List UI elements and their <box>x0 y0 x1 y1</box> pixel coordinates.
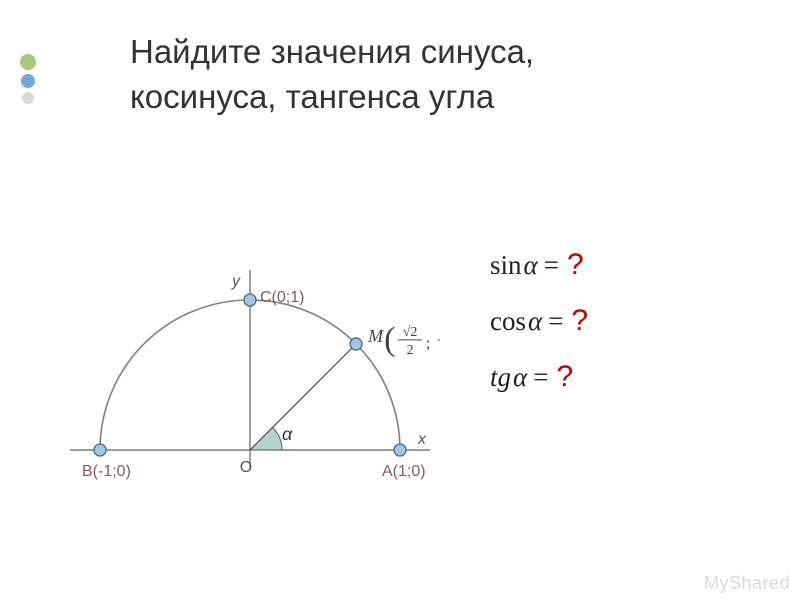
question-mark: ? <box>571 304 588 338</box>
bullet-dot <box>20 54 36 70</box>
question-mark: ? <box>556 360 573 394</box>
title-line-2: косинуса, тангенса угла <box>130 75 534 120</box>
question-mark: ? <box>567 248 584 282</box>
equals-sign: = <box>533 362 548 393</box>
equals-sign: = <box>548 306 563 337</box>
svg-text:√2: √2 <box>403 325 418 340</box>
svg-text:;: ; <box>426 335 430 352</box>
equation-cos: cos α = ? <box>490 304 588 338</box>
equations-block: sin α = ? cos α = ? tg α = ? <box>490 248 588 416</box>
alpha-symbol: α <box>524 250 538 281</box>
svg-text:M: M <box>367 326 384 346</box>
fn-label: tg <box>490 362 511 393</box>
bullet-dot <box>22 92 34 104</box>
fn-label: sin <box>490 250 522 281</box>
equation-sin: sin α = ? <box>490 248 588 282</box>
equals-sign: = <box>544 250 559 281</box>
svg-text:C(0;1): C(0;1) <box>260 289 304 306</box>
title-line-1: Найдите значения синуса, <box>130 30 534 75</box>
title-bullets <box>18 50 38 108</box>
svg-text:2: 2 <box>407 343 414 358</box>
bullet-dot <box>21 74 35 88</box>
svg-text:A(1;0): A(1;0) <box>382 463 426 480</box>
diagram-svg: yxOA(1;0)B(-1;0)C(0;1)αM()√22;√22 <box>60 230 440 510</box>
unit-circle-diagram: yxOA(1;0)B(-1;0)C(0;1)αM()√22;√22 <box>60 230 440 515</box>
equation-tg: tg α = ? <box>490 360 588 394</box>
svg-text:(: ( <box>384 321 395 358</box>
svg-text:O: O <box>240 459 252 476</box>
alpha-symbol: α <box>528 306 542 337</box>
fn-label: cos <box>490 306 526 337</box>
svg-text:y: y <box>231 273 241 290</box>
svg-text:x: x <box>417 431 427 448</box>
svg-text:α: α <box>282 424 293 444</box>
watermark: MyShared <box>704 573 790 594</box>
svg-text:B(-1;0): B(-1;0) <box>82 463 131 480</box>
page-title: Найдите значения синуса, косинуса, танге… <box>130 30 534 119</box>
alpha-symbol: α <box>513 362 527 393</box>
